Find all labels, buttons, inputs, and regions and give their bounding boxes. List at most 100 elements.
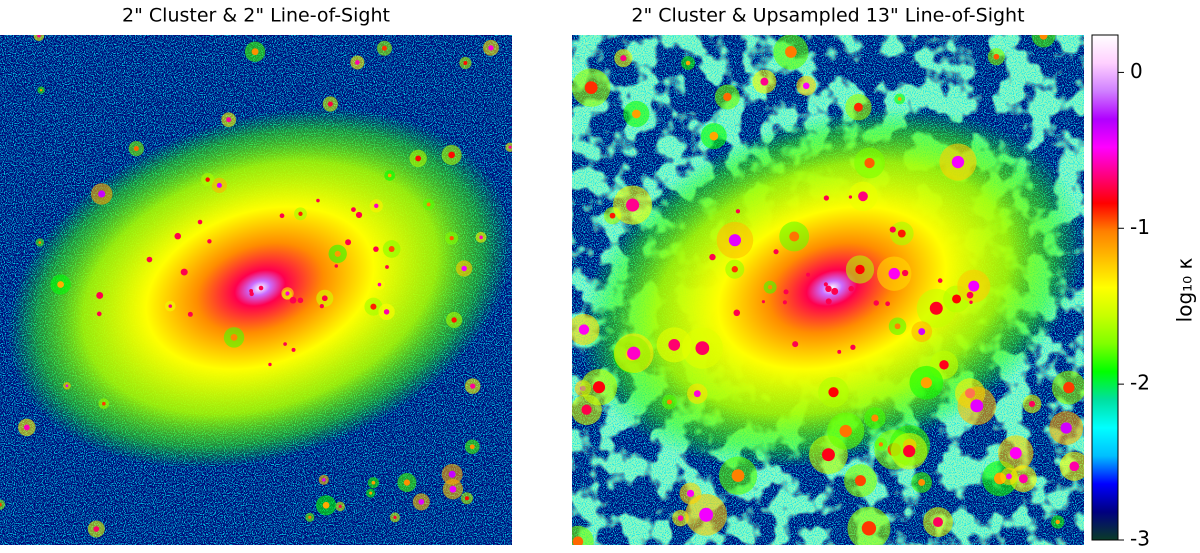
halo-core <box>821 448 835 462</box>
halo-core <box>968 280 980 292</box>
subhalo <box>197 219 203 225</box>
halo-core <box>355 60 360 65</box>
halo-core <box>383 309 390 315</box>
halo-core <box>449 235 454 241</box>
halo-core <box>1028 400 1036 408</box>
halo-core <box>371 480 376 485</box>
subhalo <box>96 311 102 317</box>
halo-core <box>668 339 681 351</box>
subhalo <box>937 278 943 283</box>
subhalo <box>761 300 765 304</box>
halo-core <box>572 536 584 545</box>
halo-core <box>918 328 926 336</box>
halo-core <box>993 53 1000 60</box>
halo-core <box>403 479 411 486</box>
halo-core <box>620 55 627 62</box>
subhalo <box>283 342 287 346</box>
subhalo <box>889 226 896 233</box>
subhalo <box>823 195 830 201</box>
halo-core <box>321 295 328 302</box>
map-panel <box>0 35 512 545</box>
halo-core <box>39 88 43 92</box>
subhalo <box>825 285 832 293</box>
halo-core <box>1055 519 1060 525</box>
halo-core <box>0 502 2 507</box>
subhalo <box>291 347 296 352</box>
subhalo <box>319 303 324 309</box>
subhalo <box>848 195 853 199</box>
subhalo <box>782 300 787 305</box>
colorbar-label: log₁₀ κ <box>1173 257 1197 322</box>
subhalo <box>969 300 973 305</box>
subhalo <box>268 362 272 367</box>
halo-core <box>897 97 902 101</box>
halo-core <box>377 282 382 287</box>
cluster <box>579 107 1084 469</box>
halo-core <box>731 266 738 273</box>
halo-core <box>133 146 139 152</box>
halo-core <box>731 469 745 483</box>
subhalo <box>345 239 352 246</box>
subhalo <box>966 291 974 299</box>
halo-core <box>693 390 701 398</box>
subhalo <box>174 232 182 240</box>
halo-core <box>933 517 943 528</box>
halo-core <box>1039 35 1048 40</box>
subhalo <box>351 207 356 212</box>
halo-core <box>388 246 395 252</box>
halo-core <box>393 515 397 519</box>
colorbar: 0 -1 -2 -3 <box>1091 34 1150 551</box>
halo-core <box>686 489 695 498</box>
halo-core <box>789 231 800 242</box>
subhalo <box>783 289 789 295</box>
tick-label: -2 <box>1130 371 1150 395</box>
subhalo <box>709 253 716 261</box>
subhalo <box>258 285 264 291</box>
halo-core <box>65 384 69 388</box>
subhalo <box>385 265 389 269</box>
halo-core <box>592 381 606 394</box>
subhalo <box>773 249 779 255</box>
halo-core <box>338 504 342 509</box>
halo-core <box>802 82 810 90</box>
subhalo <box>289 296 297 304</box>
subhalo <box>792 341 799 348</box>
subhalo <box>885 301 890 307</box>
subhalo <box>837 349 842 354</box>
halo-core <box>449 485 457 493</box>
colorbar-scale <box>1091 34 1119 541</box>
halo-core <box>370 303 377 310</box>
halo-core <box>285 291 290 296</box>
halo-core <box>461 265 467 272</box>
halo-core <box>854 102 863 112</box>
halo-core <box>463 60 468 66</box>
halo-core <box>479 235 483 240</box>
halo-core <box>728 234 742 247</box>
halo-core <box>168 304 173 308</box>
halo-core <box>216 182 222 188</box>
halo-core <box>666 399 672 405</box>
panel-title: 2" Cluster & Upsampled 13" Line-of-Sight <box>631 5 1024 27</box>
map-panel <box>572 35 1084 545</box>
halo-core <box>1018 474 1028 484</box>
halo-core <box>677 515 684 521</box>
subhalo <box>297 297 304 304</box>
panel-title: 2" Cluster & 2" Line-of-Sight <box>122 5 390 27</box>
halo <box>0 499 6 510</box>
halo-core <box>415 155 422 162</box>
halo-core <box>226 117 232 123</box>
halo-core <box>578 324 590 335</box>
halo-core <box>858 191 868 202</box>
tick-label: -1 <box>1130 215 1150 239</box>
halo-core <box>760 77 769 86</box>
halo-core <box>888 267 900 280</box>
halo-core <box>1009 447 1022 459</box>
halo-core <box>685 60 691 66</box>
halo-core <box>469 444 475 450</box>
halo-core <box>488 45 494 51</box>
subhalo <box>279 213 285 219</box>
halo-core <box>584 81 598 95</box>
tick-label: 0 <box>1130 59 1143 83</box>
subhalo <box>180 268 188 276</box>
halo-core <box>93 526 100 532</box>
